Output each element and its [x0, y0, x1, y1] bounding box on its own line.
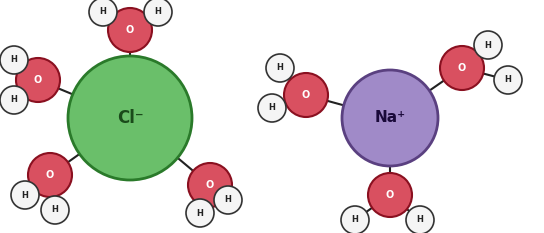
Circle shape: [16, 58, 60, 102]
Circle shape: [368, 173, 412, 217]
Circle shape: [41, 196, 69, 224]
Circle shape: [11, 181, 39, 209]
Circle shape: [341, 206, 369, 233]
Text: H: H: [10, 96, 17, 104]
Text: H: H: [276, 64, 283, 72]
Text: Cl⁻: Cl⁻: [116, 109, 143, 127]
Circle shape: [89, 0, 117, 26]
Text: H: H: [100, 7, 107, 17]
Circle shape: [186, 199, 214, 227]
Text: H: H: [269, 103, 275, 113]
Circle shape: [474, 31, 502, 59]
Text: H: H: [417, 216, 423, 225]
Text: H: H: [196, 209, 203, 217]
Text: H: H: [10, 55, 17, 65]
Circle shape: [440, 46, 484, 90]
Circle shape: [266, 54, 294, 82]
Text: O: O: [386, 190, 394, 200]
Circle shape: [188, 163, 232, 207]
Circle shape: [68, 56, 192, 180]
Circle shape: [0, 86, 28, 114]
Text: O: O: [206, 180, 214, 190]
Text: H: H: [154, 7, 162, 17]
Circle shape: [342, 70, 438, 166]
Circle shape: [144, 0, 172, 26]
Text: Na⁺: Na⁺: [374, 110, 406, 126]
Circle shape: [0, 46, 28, 74]
Text: H: H: [52, 206, 58, 215]
Circle shape: [406, 206, 434, 233]
Text: H: H: [505, 75, 511, 85]
Circle shape: [28, 153, 72, 197]
Text: O: O: [34, 75, 42, 85]
Text: O: O: [46, 170, 54, 180]
Circle shape: [258, 94, 286, 122]
Text: O: O: [458, 63, 466, 73]
Text: O: O: [126, 25, 134, 35]
Circle shape: [214, 186, 242, 214]
Text: H: H: [485, 41, 491, 49]
Circle shape: [284, 73, 328, 117]
Text: O: O: [302, 90, 310, 100]
Circle shape: [494, 66, 522, 94]
Text: H: H: [22, 191, 28, 199]
Text: H: H: [351, 216, 358, 225]
Text: H: H: [225, 195, 231, 205]
Circle shape: [108, 8, 152, 52]
